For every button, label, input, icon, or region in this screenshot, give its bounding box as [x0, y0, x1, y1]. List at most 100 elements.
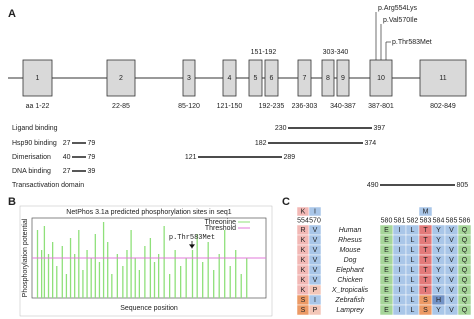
- exon-box: [419, 59, 467, 97]
- residue: S: [423, 297, 428, 304]
- mutation-label: p.Thr583Met: [392, 39, 432, 46]
- exon-range: 387-801: [368, 103, 394, 110]
- residue: Y: [436, 237, 441, 244]
- residue: L: [411, 237, 415, 244]
- exon-range: 85-120: [178, 103, 200, 110]
- domain-start: 27: [63, 140, 71, 147]
- exon-number: 10: [377, 75, 385, 82]
- panel-label: C: [282, 196, 290, 208]
- position-number: 584: [433, 217, 445, 224]
- exon-number: 5: [254, 75, 258, 82]
- residue: K: [301, 277, 306, 284]
- residue: I: [399, 307, 401, 314]
- position-number: 580: [381, 217, 393, 224]
- exon-number: 7: [303, 75, 307, 82]
- exon-range: aa 1-22: [26, 103, 50, 110]
- residue: L: [411, 267, 415, 274]
- residue: E: [384, 287, 389, 294]
- domain-name: Transactivation domain: [12, 182, 84, 189]
- residue: I: [314, 297, 316, 304]
- domain-start: 40: [63, 154, 71, 161]
- species-name: Dog: [344, 257, 357, 264]
- residue: L: [411, 287, 415, 294]
- plot-outer: [19, 205, 273, 317]
- residue: V: [449, 237, 454, 244]
- mutation-label: p.Val570Ile: [383, 17, 418, 24]
- exon-number: 6: [270, 75, 274, 82]
- exon-number: 2: [119, 75, 123, 82]
- residue: Y: [436, 307, 441, 314]
- residue: I: [399, 287, 401, 294]
- exon-range: 236-303: [292, 103, 318, 110]
- legend-label: Threonine: [204, 219, 236, 226]
- domain-start: 182: [255, 140, 267, 147]
- residue: V: [449, 287, 454, 294]
- residue: H: [436, 297, 441, 304]
- exon-range: 151-192: [251, 49, 277, 56]
- residue: V: [449, 247, 454, 254]
- domain-start: 27: [63, 168, 71, 175]
- domain-start: 490: [367, 182, 379, 189]
- position-number: 585: [446, 217, 458, 224]
- species-name: Rhesus: [338, 237, 362, 244]
- residue: T: [423, 257, 428, 264]
- residue-cell: [418, 206, 433, 217]
- domain-end: 79: [88, 140, 96, 147]
- legend-label: Threshold: [205, 225, 236, 232]
- exon-range: 192-235: [259, 103, 285, 110]
- residue: T: [423, 237, 428, 244]
- position-number: 582: [407, 217, 419, 224]
- residue: I: [399, 227, 401, 234]
- domain-name: DNA binding: [12, 168, 51, 175]
- residue: S: [301, 297, 306, 304]
- annotation-arrowhead: [189, 244, 195, 249]
- residue: P: [313, 287, 318, 294]
- residue: V: [449, 297, 454, 304]
- exon-range: 121-150: [217, 103, 243, 110]
- residue: T: [423, 227, 428, 234]
- panel-label: B: [8, 196, 16, 208]
- panel-label: A: [8, 8, 16, 20]
- residue: L: [411, 227, 415, 234]
- residue: Y: [436, 277, 441, 284]
- domain-end: 805: [457, 182, 469, 189]
- exon-box: [248, 59, 263, 97]
- residue: T: [423, 247, 428, 254]
- exon-box: [222, 59, 237, 97]
- residue: I: [399, 247, 401, 254]
- residue: Q: [462, 297, 468, 304]
- residue: I: [399, 277, 401, 284]
- residue: I: [399, 257, 401, 264]
- species-name: Chicken: [337, 277, 362, 284]
- species-name: Lamprey: [336, 307, 364, 314]
- residue: E: [384, 267, 389, 274]
- exon-box: [297, 59, 312, 97]
- residue: L: [411, 257, 415, 264]
- reference-residue: M: [423, 208, 429, 215]
- exon-number: 9: [341, 75, 345, 82]
- residue: E: [384, 297, 389, 304]
- residue: V: [313, 277, 318, 284]
- exon-number: 8: [326, 75, 330, 82]
- domain-name: Hsp90 binding: [12, 140, 57, 147]
- residue: R: [300, 227, 305, 234]
- residue: S: [423, 307, 428, 314]
- exon-range: 340-387: [330, 103, 356, 110]
- residue: I: [399, 237, 401, 244]
- residue-cell: [308, 304, 322, 316]
- residue: Y: [436, 287, 441, 294]
- species-name: Mouse: [339, 247, 360, 254]
- exon-number: 1: [36, 75, 40, 82]
- exon-number: 4: [228, 75, 232, 82]
- position-number: 586: [459, 217, 471, 224]
- exon-box: [321, 59, 335, 97]
- species-name: X_tropicalis: [331, 287, 369, 294]
- residue: E: [384, 257, 389, 264]
- residue: K: [301, 257, 306, 264]
- residue: V: [449, 307, 454, 314]
- exon-range: 303-340: [323, 49, 349, 56]
- domain-end: 397: [374, 125, 386, 132]
- residue: I: [399, 267, 401, 274]
- exon-number: 3: [187, 75, 191, 82]
